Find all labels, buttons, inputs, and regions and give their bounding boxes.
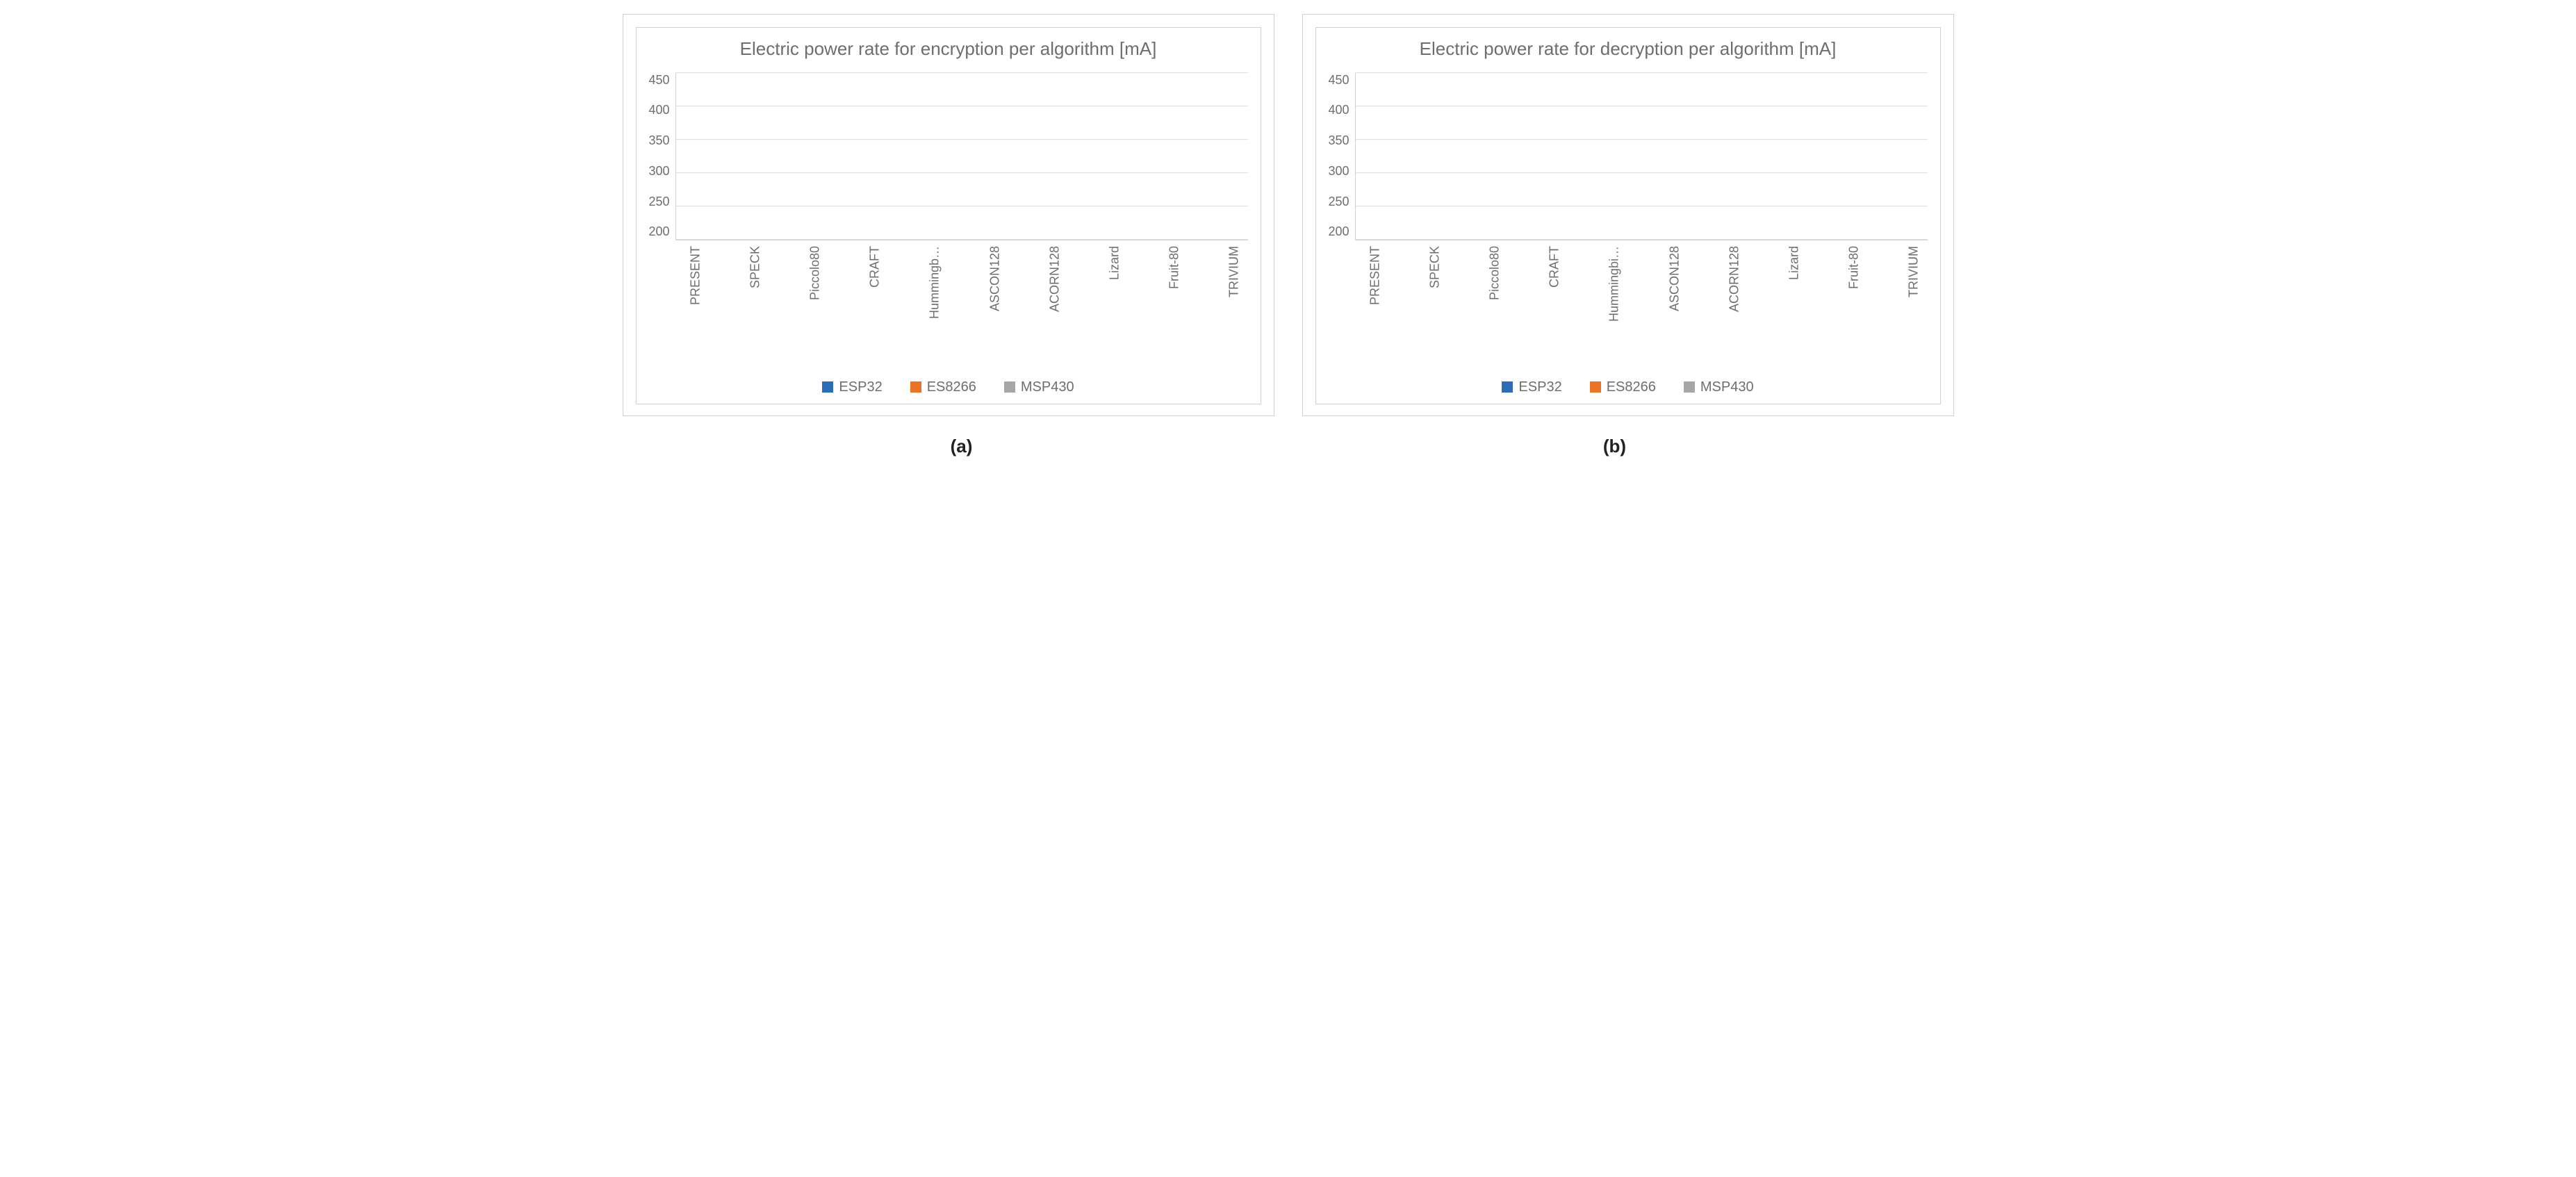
chart-inner-a: Electric power rate for encryption per a… [636,27,1261,404]
y-tick-label: 200 [649,224,670,239]
y-tick-label: 300 [649,164,670,179]
legend-item-es8266-b: ES8266 [1590,379,1656,395]
legend-b: ESP32 ES8266 MSP430 [1502,379,1753,395]
y-axis-b: 450 400 350 300 250 200 [1329,73,1355,240]
x-label: PRESENT [1345,246,1405,364]
x-label: CRAFT [845,246,905,364]
x-label: Hummingb… [905,246,965,364]
y-tick-label: 450 [649,73,670,88]
x-label: SPECK [1405,246,1465,364]
x-label: SPECK [725,246,785,364]
plot-area-a [675,73,1248,240]
y-axis-a: 450 400 350 300 250 200 [649,73,675,240]
page: Electric power rate for encryption per a… [14,14,2562,457]
x-label: Hummingbi… [1584,246,1644,364]
bars-row-a [676,73,1248,240]
chart-title-b: Electric power rate for decryption per a… [1420,38,1837,60]
x-label: TRIVIUM [1204,246,1264,364]
x-label: Fruit-80 [1145,246,1204,364]
caption-a: (a) [649,436,1274,457]
legend-swatch-esp32 [822,381,833,393]
y-tick-label: 200 [1329,224,1349,239]
chart-title-a: Electric power rate for encryption per a… [740,38,1157,60]
caption-b: (b) [1302,436,1928,457]
legend-label-esp32-b: ESP32 [1518,379,1561,395]
y-tick-label: 400 [1329,103,1349,117]
legend-item-es8266: ES8266 [910,379,976,395]
legend-swatch-msp430-b [1684,381,1695,393]
x-label: ACORN128 [1025,246,1085,364]
y-tick-label: 450 [1329,73,1349,88]
x-label: Fruit-80 [1824,246,1884,364]
charts-row: Electric power rate for encryption per a… [14,14,2562,416]
x-label: Lizard [1085,246,1145,364]
legend-item-msp430-b: MSP430 [1684,379,1754,395]
legend-swatch-msp430 [1004,381,1015,393]
y-tick-label: 350 [649,133,670,148]
legend-swatch-es8266-b [1590,381,1601,393]
y-tick-label: 300 [1329,164,1349,179]
y-tick-label: 350 [1329,133,1349,148]
legend-item-esp32: ESP32 [822,379,882,395]
legend-label-esp32: ESP32 [839,379,882,395]
x-label: TRIVIUM [1884,246,1944,364]
x-labels-a: PRESENTSPECKPiccolo80CRAFTHummingb…ASCON… [632,246,1265,364]
legend-swatch-es8266 [910,381,921,393]
x-label: ASCON128 [1645,246,1705,364]
x-label: Lizard [1764,246,1824,364]
legend-label-es8266: ES8266 [927,379,976,395]
chart-inner-b: Electric power rate for decryption per a… [1315,27,1941,404]
y-tick-label: 250 [649,195,670,209]
bars-row-b [1356,73,1928,240]
legend-item-esp32-b: ESP32 [1502,379,1561,395]
plot-wrap-a: 450 400 350 300 250 200 [649,73,1248,240]
legend-label-es8266-b: ES8266 [1607,379,1656,395]
y-tick-label: 250 [1329,195,1349,209]
y-tick-label: 400 [649,103,670,117]
x-label: Piccolo80 [1465,246,1525,364]
legend-item-msp430: MSP430 [1004,379,1074,395]
legend-a: ESP32 ES8266 MSP430 [822,379,1074,395]
legend-label-msp430: MSP430 [1021,379,1074,395]
chart-panel-a: Electric power rate for encryption per a… [623,14,1274,416]
x-labels-b: PRESENTSPECKPiccolo80CRAFTHummingbi…ASCO… [1312,246,1944,364]
x-label: CRAFT [1525,246,1584,364]
caption-row: (a) (b) [14,436,2562,457]
x-label: Piccolo80 [785,246,845,364]
x-label: ACORN128 [1705,246,1764,364]
plot-area-b [1355,73,1928,240]
chart-panel-b: Electric power rate for decryption per a… [1302,14,1954,416]
x-label: ASCON128 [965,246,1025,364]
plot-wrap-b: 450 400 350 300 250 200 [1329,73,1928,240]
legend-label-msp430-b: MSP430 [1700,379,1754,395]
x-label: PRESENT [666,246,725,364]
legend-swatch-esp32-b [1502,381,1513,393]
